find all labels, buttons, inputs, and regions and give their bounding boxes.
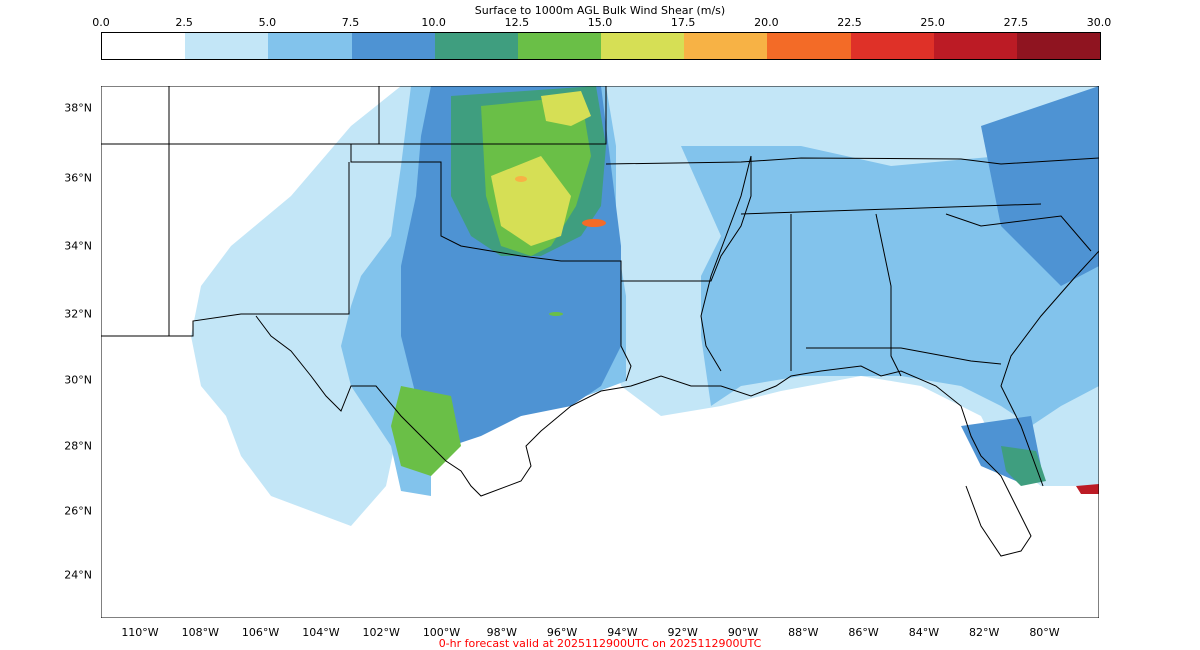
tn-line [740,203,1042,215]
longitude-label: 104°W [302,626,340,639]
fl-line [806,347,1002,365]
latitude-label: 34°N [64,239,92,253]
wind-shear-map [101,86,1099,618]
longitude-label: 84°W [908,626,940,639]
colorbar-segment [102,33,186,59]
longitude-label: 96°W [546,626,578,639]
latitude-label: 32°N [64,307,92,321]
colorbar-segment [933,33,1017,59]
ar-la-line [621,156,752,282]
latitude-label: 26°N [64,504,92,518]
shear-field [191,86,1099,526]
latitude-label: 30°N [64,373,92,387]
ky-line [605,157,1099,165]
longitude-label: 92°W [667,626,698,639]
gulf-coastline [255,315,1032,557]
colorbar-tick-label: 17.5 [670,16,696,29]
longitude-label: 80°W [1029,626,1060,639]
longitude-label: 102°W [362,626,400,639]
longitude-label: 88°W [788,626,819,639]
texas-nm-line [101,162,350,337]
longitude-label: 98°W [486,626,517,639]
latitude-label: 28°N [64,439,92,453]
sc-nc-line [945,213,1092,252]
colorbar-tick-label: 15.0 [587,16,613,29]
colorbar-tick-label: 12.5 [504,16,530,29]
latitude-label: 24°N [64,568,92,582]
borders [101,86,1099,557]
colorbar-tick-label: 0.0 [92,16,110,29]
longitude-label: 110°W [121,626,159,639]
colorbar [101,32,1101,60]
colorbar-segment [185,33,269,59]
latitude-label: 36°N [64,171,92,185]
longitude-label: 86°W [848,626,879,639]
colorbar-tick-label: 7.5 [341,16,360,29]
colorbar-segment [268,33,352,59]
colorbar-segment [351,33,435,59]
colorbar-segment [517,33,602,59]
al-ga-line [875,213,902,377]
colorbar-segment [601,33,685,59]
texas-border [101,143,632,382]
colorbar-segment [767,33,851,59]
colorbar-tick-label: 27.5 [1003,16,1029,29]
colorbar-segment [684,33,768,59]
colorbar-tick-label: 2.5 [175,16,193,29]
longitude-label: 106°W [241,626,280,639]
longitude-label: 82°W [969,626,1000,639]
longitude-label: 94°W [607,626,638,639]
colorbar-tick-label: 5.0 [258,16,277,29]
longitude-label: 100°W [422,626,461,639]
mississippi-river [700,155,752,372]
atlantic-coastline [1000,250,1099,487]
forecast-valid-footer: 0-hr forecast valid at 2025112900UTC on … [438,637,762,650]
colorbar-tick-label: 30.0 [1086,16,1112,29]
colorbar-segment [850,33,934,59]
colorbar-tick-label: 22.5 [837,16,862,29]
oklahoma-north [351,86,607,145]
longitude-label: 108°W [181,626,219,639]
colorbar-tick-label: 10.0 [421,16,446,29]
colorbar-segment [434,33,518,59]
colorbar-title: Surface to 1000m AGL Bulk Wind Shear (m/… [474,4,726,17]
colorbar-tick-label: 20.0 [754,16,779,29]
latitude-label: 38°N [64,101,92,115]
longitude-label: 90°W [727,626,759,639]
colorbar-segment [1016,33,1101,59]
colorbar-tick-label: 25.0 [920,16,945,29]
